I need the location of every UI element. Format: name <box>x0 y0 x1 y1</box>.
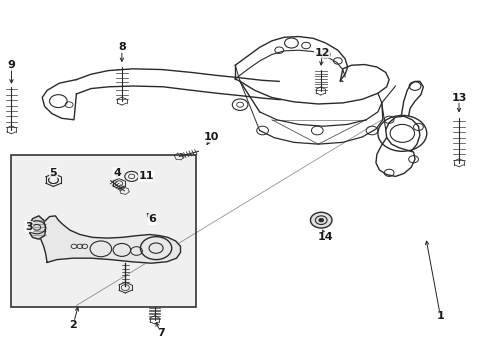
Text: 4: 4 <box>113 168 121 178</box>
Text: 2: 2 <box>69 320 77 330</box>
Circle shape <box>311 212 332 228</box>
Text: 11: 11 <box>139 171 154 181</box>
Text: 10: 10 <box>204 132 220 142</box>
Text: 14: 14 <box>318 232 333 242</box>
Bar <box>11 155 196 307</box>
Polygon shape <box>30 216 46 239</box>
Text: 12: 12 <box>315 48 330 58</box>
Circle shape <box>319 219 324 222</box>
Text: 1: 1 <box>437 311 444 321</box>
Text: 9: 9 <box>7 60 15 70</box>
Text: 7: 7 <box>157 328 165 338</box>
Text: 13: 13 <box>451 93 466 103</box>
Text: 5: 5 <box>49 168 57 178</box>
Text: 8: 8 <box>118 42 126 52</box>
Text: 3: 3 <box>25 222 33 231</box>
Text: 6: 6 <box>148 215 156 224</box>
Polygon shape <box>40 216 180 263</box>
